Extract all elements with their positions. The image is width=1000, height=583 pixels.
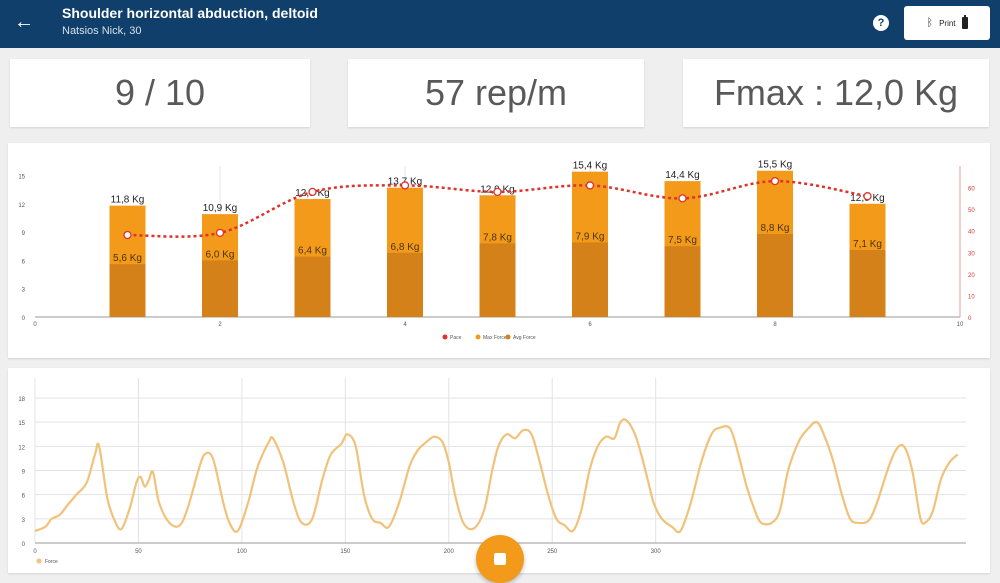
legend-label: Pace (450, 335, 462, 341)
stop-icon (494, 553, 506, 565)
y2-tick-label: 20 (968, 273, 975, 279)
x-tick-label: 8 (773, 322, 777, 328)
pace-point (123, 230, 132, 240)
avg-force-bar (202, 260, 238, 317)
back-arrow-icon[interactable]: ← (14, 10, 34, 33)
bluetooth-icon: ᛒ (926, 17, 934, 29)
y2-tick-label: 50 (968, 208, 975, 214)
avg-force-label: 6,8 Kg (391, 242, 420, 253)
y2-tick-label: 0 (968, 316, 972, 322)
pace-point (308, 187, 317, 197)
y-tick-label: 9 (22, 231, 26, 237)
y2-tick-label: 10 (968, 294, 975, 300)
rate-display: 57 rep/m (348, 59, 644, 127)
app-bar: ← Shoulder horizontal abduction, deltoid… (0, 0, 1000, 48)
x-tick-label: 250 (547, 549, 558, 555)
print-button[interactable]: ᛒ Print (904, 6, 990, 40)
pace-point (493, 187, 502, 197)
y2-tick-label: 40 (968, 230, 975, 236)
legend-label: Force (45, 559, 58, 565)
device-label: Print (939, 18, 956, 28)
avg-force-bar (109, 264, 146, 317)
legend-marker (36, 558, 42, 564)
pace-point (678, 194, 687, 203)
x-tick-label: 100 (237, 549, 248, 555)
x-tick-label: 300 (651, 549, 662, 555)
avg-force-bar (572, 242, 608, 317)
avg-force-label: 7,8 Kg (483, 232, 512, 243)
max-force-label: 15,4 Kg (573, 161, 607, 172)
y-tick-label: 12 (18, 203, 25, 209)
y-tick-label: 18 (18, 397, 25, 403)
y-tick-label: 3 (22, 288, 26, 294)
x-tick-label: 0 (33, 322, 37, 328)
y-tick-label: 3 (22, 518, 26, 524)
y-tick-label: 0 (22, 542, 26, 548)
avg-force-bar (294, 256, 331, 317)
legend-label: Avg Force (513, 335, 536, 341)
y-tick-label: 6 (22, 259, 26, 265)
avg-force-label: 7,5 Kg (668, 235, 697, 246)
y-tick-label: 15 (18, 421, 25, 427)
x-tick-label: 4 (403, 322, 407, 328)
pace-point (215, 228, 225, 238)
legend-marker (505, 334, 511, 340)
repetition-chart-card: 0 3 6 9 12 15 0 10 20 30 40 50 60 0 2 4 6 8 10 11,8 Kg 5,6 K… (8, 143, 990, 358)
help-icon[interactable]: ? (873, 15, 889, 31)
x-tick-label: 6 (588, 322, 592, 328)
avg-force-label: 7,9 Kg (576, 231, 605, 242)
legend-label: Max Force (483, 335, 507, 341)
battery-icon (961, 15, 968, 29)
force-line (34, 418, 959, 534)
x-tick-label: 200 (444, 549, 455, 555)
pace-point (400, 181, 410, 190)
page-title: Shoulder horizontal abduction, deltoid (62, 5, 318, 21)
legend-marker (475, 334, 481, 340)
avg-force-bar (479, 243, 516, 317)
max-force-label: 10,9 Kg (203, 203, 237, 214)
max-force-label: 15,5 Kg (758, 160, 792, 171)
avg-force-bar (849, 249, 886, 317)
max-force-label: 11,8 Kg (111, 195, 145, 206)
x-tick-label: 50 (135, 549, 142, 555)
avg-force-label: 7,1 Kg (853, 239, 882, 250)
avg-force-bar (387, 252, 423, 317)
repetition-force-chart: 0 3 6 9 12 15 0 10 20 30 40 50 60 0 2 4 6 8 10 11,8 Kg 5,6 K… (18, 160, 975, 341)
pace-point (585, 181, 595, 190)
avg-force-bar (664, 246, 701, 317)
max-force-label: 14,4 Kg (665, 170, 699, 181)
x-tick-label: 0 (33, 549, 37, 555)
avg-force-bar (757, 233, 793, 317)
pace-point (863, 192, 872, 201)
stop-button[interactable] (476, 535, 524, 583)
y-tick-label: 0 (22, 316, 26, 322)
x-tick-label: 150 (340, 549, 351, 555)
avg-force-label: 5,6 Kg (113, 253, 142, 264)
y2-tick-label: 30 (968, 251, 975, 257)
x-tick-label: 10 (957, 322, 964, 328)
y-tick-label: 6 (22, 494, 26, 500)
avg-force-label: 6,4 Kg (298, 246, 327, 257)
fmax-display: Fmax : 12,0 Kg (683, 59, 989, 127)
avg-force-label: 6,0 Kg (206, 249, 235, 260)
repetitions-counter: 9 / 10 (10, 59, 310, 127)
y-tick-label: 12 (18, 445, 25, 451)
avg-force-label: 8,8 Kg (761, 223, 790, 234)
legend-marker (442, 334, 448, 340)
patient-subtitle: Natsios Nick, 30 (62, 25, 142, 37)
y-tick-label: 9 (22, 470, 26, 476)
x-tick-label: 2 (218, 322, 222, 328)
y2-tick-label: 60 (968, 187, 975, 193)
y-tick-label: 15 (18, 174, 25, 180)
pace-point (770, 176, 780, 186)
